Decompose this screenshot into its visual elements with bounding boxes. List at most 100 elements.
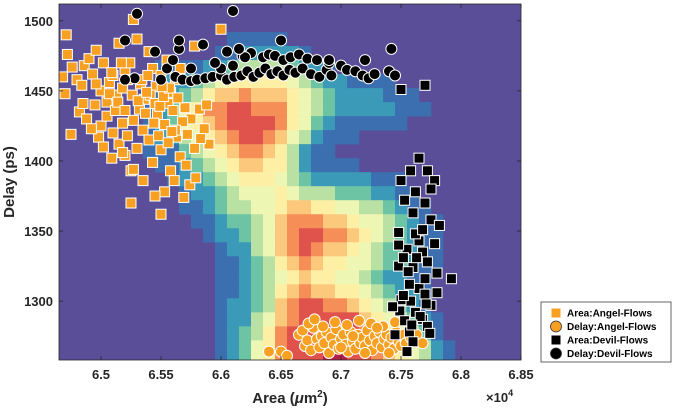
- data-point: [371, 321, 383, 334]
- heatmap-cell: [443, 354, 456, 360]
- heatmap-cell: [275, 116, 288, 131]
- heatmap-cell: [227, 158, 240, 173]
- data-point: [433, 219, 445, 231]
- data-point: [389, 316, 401, 329]
- data-point: [335, 341, 347, 354]
- x-tick-label: 6.5: [92, 367, 110, 382]
- heatmap-cell: [299, 116, 312, 131]
- heatmap-cell: [431, 354, 444, 360]
- heatmap-cell: [251, 228, 264, 243]
- heatmap-cell: [347, 88, 360, 103]
- data-point: [221, 45, 233, 58]
- heatmap-cell: [275, 270, 288, 285]
- heatmap-cell: [275, 326, 288, 341]
- heatmap-cell: [239, 172, 252, 187]
- data-point: [167, 54, 179, 67]
- heatmap-cell: [251, 186, 264, 201]
- heatmap-cell: [311, 214, 324, 229]
- data-point: [117, 147, 129, 159]
- heatmap-cell: [227, 228, 240, 243]
- data-point: [185, 62, 197, 75]
- heatmap-cell: [371, 116, 384, 131]
- data-point: [177, 116, 189, 128]
- data-point: [147, 156, 159, 168]
- heatmap-cell: [263, 242, 276, 257]
- heatmap-cell: [263, 32, 276, 47]
- heatmap-cell: [311, 102, 324, 117]
- data-point: [403, 278, 415, 290]
- heatmap-cell: [371, 88, 384, 103]
- data-point: [155, 73, 167, 86]
- heatmap-cell: [287, 172, 300, 187]
- legend-marker: [550, 307, 562, 319]
- data-point: [424, 327, 436, 339]
- data-point: [61, 48, 73, 60]
- heatmap-cell: [215, 186, 228, 201]
- heatmap-cell: [287, 270, 300, 285]
- heatmap-cell: [215, 214, 228, 229]
- data-point: [132, 95, 144, 107]
- heatmap-cell: [275, 200, 288, 215]
- heatmap-cell: [215, 88, 228, 103]
- x-tick-label: 6.8: [452, 367, 470, 382]
- data-point: [178, 191, 190, 203]
- heatmap-cell: [287, 186, 300, 201]
- heatmap-cell: [263, 130, 276, 145]
- data-point: [131, 33, 143, 45]
- data-point: [389, 329, 401, 341]
- heatmap-cell: [251, 242, 264, 257]
- data-point: [77, 98, 89, 110]
- heatmap-cell: [251, 144, 264, 159]
- heatmap-cell: [359, 228, 372, 243]
- legend-label: Delay:Angel-Flows: [567, 322, 657, 333]
- data-point: [90, 78, 102, 90]
- data-point: [402, 266, 414, 278]
- heatmap-cell: [335, 74, 348, 89]
- heatmap-cell: [347, 354, 360, 360]
- heatmap-cell: [299, 144, 312, 159]
- data-point: [83, 53, 95, 65]
- data-point: [89, 99, 101, 111]
- data-point: [112, 96, 124, 108]
- heatmap-cell: [227, 186, 240, 201]
- heatmap-cell: [287, 116, 300, 131]
- data-point: [127, 163, 139, 175]
- heatmap-cell: [239, 270, 252, 285]
- heatmap-cell: [263, 284, 276, 299]
- heatmap-cell: [311, 270, 324, 285]
- data-point: [180, 159, 192, 171]
- heatmap-cell: [263, 312, 276, 327]
- data-point: [101, 110, 113, 122]
- heatmap-cell: [323, 228, 336, 243]
- data-point: [103, 88, 115, 100]
- heatmap-cell: [323, 158, 336, 173]
- data-point: [119, 34, 131, 47]
- data-point: [115, 57, 127, 69]
- data-point: [385, 42, 398, 55]
- heatmap-cell: [215, 144, 228, 159]
- heatmap-cell: [335, 228, 348, 243]
- heatmap-cell: [311, 298, 324, 313]
- heatmap-cell: [383, 214, 396, 229]
- heatmap-cell: [227, 144, 240, 159]
- heatmap-cell: [371, 270, 384, 285]
- data-point: [153, 130, 165, 142]
- data-point: [119, 73, 131, 86]
- heatmap-cell: [251, 172, 264, 187]
- heatmap-cell: [323, 102, 336, 117]
- heatmap-cell: [287, 130, 300, 145]
- heatmap-cell: [239, 186, 252, 201]
- heatmap-cell: [335, 130, 348, 145]
- y-tick-label: 1350: [24, 224, 53, 239]
- heatmap-cell: [347, 74, 360, 89]
- heatmap-cell: [383, 102, 396, 117]
- heatmap-cell: [431, 256, 444, 271]
- heatmap-cell: [335, 298, 348, 313]
- heatmap-cell: [299, 130, 312, 145]
- data-point: [421, 165, 433, 177]
- heatmap-cell: [239, 242, 252, 257]
- heatmap-cell: [395, 214, 408, 229]
- heatmap-cell: [203, 158, 216, 173]
- heatmap-cell: [371, 200, 384, 215]
